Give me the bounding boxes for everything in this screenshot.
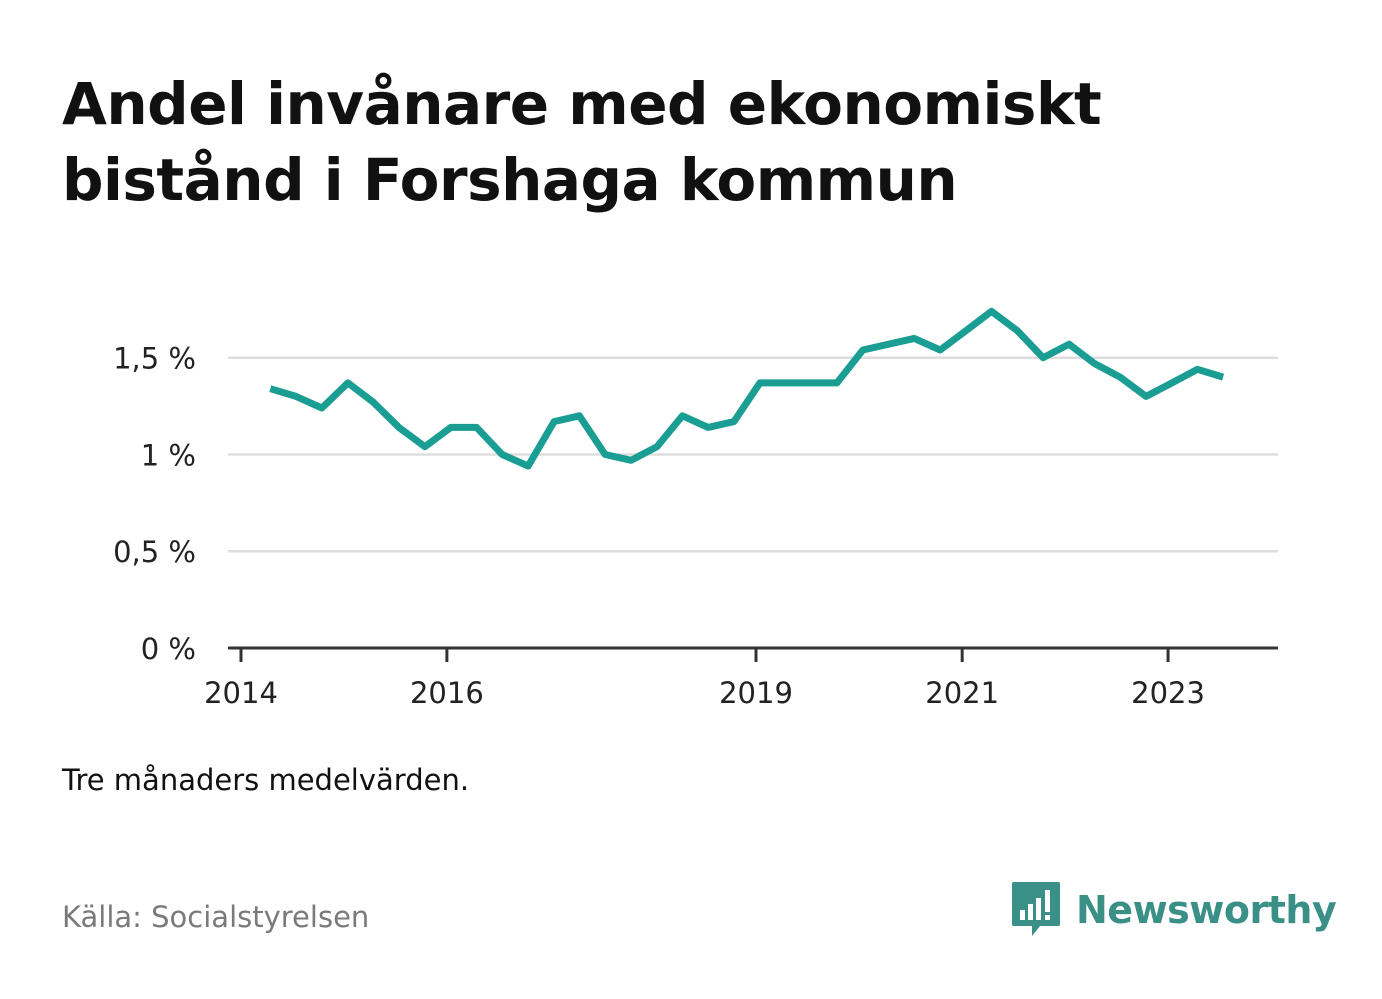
y-tick-label: 0,5 %: [113, 535, 196, 569]
x-tick-label: 2023: [1131, 676, 1205, 710]
y-tick-labels: 0 % 0,5 % 1 % 1,5 %: [113, 342, 196, 666]
x-tick-label: 2014: [204, 676, 278, 710]
chart-note: Tre månaders medelvärden.: [62, 763, 470, 797]
brand-name: Newsworthy: [1076, 888, 1337, 932]
y-tick-label: 0 %: [141, 632, 196, 666]
gridlines: [228, 356, 1278, 553]
x-axis: [228, 646, 1278, 662]
x-tick-label: 2016: [410, 676, 484, 710]
source-credit: Källa: Socialstyrelsen: [62, 900, 370, 934]
y-tick-label: 1 %: [141, 438, 196, 472]
x-tick-label: 2021: [925, 676, 999, 710]
x-tick-label: 2019: [719, 676, 793, 710]
chart-title: Andel invånare med ekonomiskt bistånd i …: [62, 70, 1102, 214]
newsworthy-logo-icon: [1012, 882, 1060, 936]
series-line: [269, 307, 1225, 470]
newsworthy-logo[interactable]: Newsworthy: [1010, 878, 1337, 942]
y-tick-label: 1,5 %: [113, 342, 196, 376]
x-tick-labels: 2014 2016 2019 2021 2023: [204, 676, 1205, 710]
